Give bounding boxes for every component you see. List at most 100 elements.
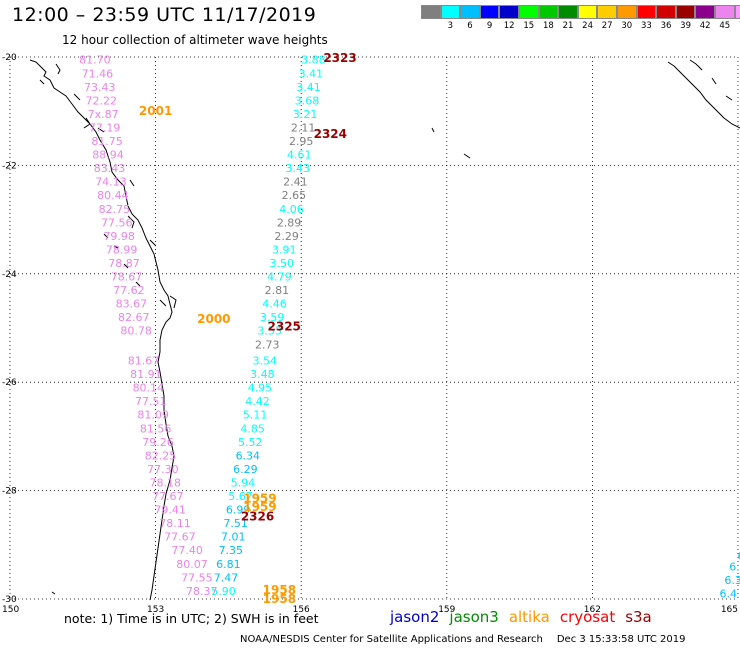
scale-swatch bbox=[421, 5, 441, 19]
pass-number: 1959 bbox=[243, 492, 276, 506]
credit-text: NOAA/NESDIS Center for Satellite Applica… bbox=[240, 634, 543, 645]
swh-point: 5.94 bbox=[231, 476, 256, 489]
legend-s3a: s3a bbox=[625, 608, 652, 626]
scale-label: 27 bbox=[601, 21, 613, 31]
swh-point: 78.87 bbox=[108, 257, 140, 270]
swh-point: 2.29 bbox=[274, 230, 299, 243]
pass-number: 1958 bbox=[263, 592, 296, 606]
scale-label: 42 bbox=[699, 21, 711, 31]
pass-number: 2000 bbox=[197, 312, 230, 326]
scale-label: 70 bbox=[739, 21, 740, 31]
scale-swatch bbox=[577, 5, 598, 19]
scale-swatch bbox=[518, 5, 539, 19]
swh-point: 6.99 bbox=[226, 504, 251, 517]
swh-point: 73.43 bbox=[84, 81, 116, 94]
swh-point: 3.91 bbox=[272, 243, 297, 256]
swh-point: 78.99 bbox=[106, 243, 138, 256]
scale-swatch bbox=[616, 5, 637, 19]
swh-point: 77.56 bbox=[101, 216, 133, 229]
color-scale: 36912151821242730333639424570(ft) bbox=[421, 5, 740, 31]
swh-point: 83.43 bbox=[94, 162, 126, 175]
swh-point: 5.67 bbox=[228, 490, 253, 503]
longitude-label: 150 bbox=[2, 605, 19, 615]
swh-point: 77.55 bbox=[181, 571, 213, 584]
longitude-label: 153 bbox=[147, 605, 164, 615]
footer-note: note: 1) Time is in UTC; 2) SWH is in fe… bbox=[64, 611, 319, 626]
swh-point: 80.78 bbox=[120, 325, 152, 338]
swh-point: 81.67 bbox=[128, 355, 160, 368]
color-scale-labels: 36912151821242730333639424570(ft) bbox=[421, 19, 740, 31]
legend-altika: altika bbox=[508, 608, 550, 626]
swh-point: 7.51 bbox=[223, 517, 248, 530]
swh-point: 4.61 bbox=[287, 149, 312, 162]
swh-point: 74.13 bbox=[95, 176, 127, 189]
legend-cryosat: cryosat bbox=[559, 608, 616, 626]
swh-point: 79.98 bbox=[103, 230, 135, 243]
latitude-label: -30 bbox=[2, 595, 17, 605]
scale-swatch bbox=[656, 5, 676, 19]
scale-label: 39 bbox=[680, 21, 692, 31]
scale-label: 12 bbox=[503, 21, 515, 31]
swh-point: 6.81 bbox=[216, 558, 241, 571]
swh-point: 2.41 bbox=[283, 176, 308, 189]
swh-point: 77.67 bbox=[164, 531, 196, 544]
swh-point: 81.91 bbox=[130, 368, 162, 381]
legend-jason3: jason3 bbox=[449, 608, 499, 626]
legend-jason2: jason2 bbox=[390, 608, 440, 626]
longitude-label: 162 bbox=[584, 605, 601, 615]
pass-number: 2324 bbox=[314, 127, 347, 141]
coastline bbox=[29, 59, 740, 601]
swh-point: 5.90 bbox=[211, 585, 236, 598]
swh-point: 88.94 bbox=[92, 149, 124, 162]
pass-number: 1959 bbox=[243, 500, 276, 514]
scale-label: 3 bbox=[447, 21, 454, 31]
swh-point: 80.44 bbox=[97, 189, 129, 202]
swh-point: 72.22 bbox=[85, 94, 117, 107]
pass-number: 1958 bbox=[263, 583, 296, 597]
swh-point: 78.67 bbox=[111, 271, 143, 284]
latitude-label: -20 bbox=[2, 53, 17, 63]
swh-point: 2.89 bbox=[277, 216, 302, 229]
scale-label: 15 bbox=[523, 21, 535, 31]
swh-point: 79.26 bbox=[142, 436, 174, 449]
swh-point: 2.73 bbox=[255, 338, 280, 351]
swh-point: 6.29 bbox=[233, 463, 258, 476]
scale-swatch bbox=[695, 5, 715, 19]
satellite-legend: jason2 jason3 altika cryosat s3a bbox=[390, 608, 662, 626]
lat-lon-grid bbox=[9, 56, 739, 600]
pass-number: 2325 bbox=[268, 319, 301, 333]
scale-swatch bbox=[460, 5, 480, 19]
latitude-labels: -20 -22 -24 -26 -28 -30 bbox=[2, 53, 17, 605]
swh-point: 81.56 bbox=[140, 422, 172, 435]
swh-point: 3.21 bbox=[293, 108, 318, 121]
longitude-label: 156 bbox=[293, 605, 310, 615]
longitude-label: 159 bbox=[438, 605, 455, 615]
scale-label: 9 bbox=[486, 21, 493, 31]
swh-point: 7.47 bbox=[214, 571, 239, 584]
swh-point: 4.95 bbox=[248, 382, 273, 395]
swh-point: 77.19 bbox=[89, 121, 121, 134]
swh-point: 78.11 bbox=[159, 517, 191, 530]
swh-point: 82.25 bbox=[145, 449, 177, 462]
swh-point: 6.3 bbox=[729, 560, 740, 573]
scale-swatch bbox=[558, 5, 578, 19]
scale-swatch bbox=[597, 5, 617, 19]
wave-height-points: 3.883.413.413.683.212.112.954.613.432.41… bbox=[79, 54, 740, 601]
longitude-labels: 150 153 156 159 162 165 bbox=[2, 605, 738, 615]
swh-point: 71.46 bbox=[82, 67, 114, 80]
swh-point: 77.62 bbox=[113, 284, 145, 297]
scale-swatch bbox=[479, 5, 500, 19]
swh-point: 5.11 bbox=[243, 409, 268, 422]
swh-point: 3.50 bbox=[270, 257, 295, 270]
scale-swatch bbox=[499, 5, 519, 19]
scale-label: 24 bbox=[582, 21, 594, 31]
swh-point: 7x.87 bbox=[88, 108, 119, 121]
swh-point: 3.59 bbox=[260, 311, 285, 324]
swh-point: 80.14 bbox=[133, 382, 165, 395]
swh-point: 4.42 bbox=[245, 395, 270, 408]
swh-point: 4.85 bbox=[240, 422, 265, 435]
scale-label: 21 bbox=[562, 21, 574, 31]
generated-timestamp: Dec 3 15:33:58 UTC 2019 bbox=[556, 634, 686, 645]
page-title: 12:00 – 23:59 UTC 11/17/2019 bbox=[12, 4, 317, 26]
